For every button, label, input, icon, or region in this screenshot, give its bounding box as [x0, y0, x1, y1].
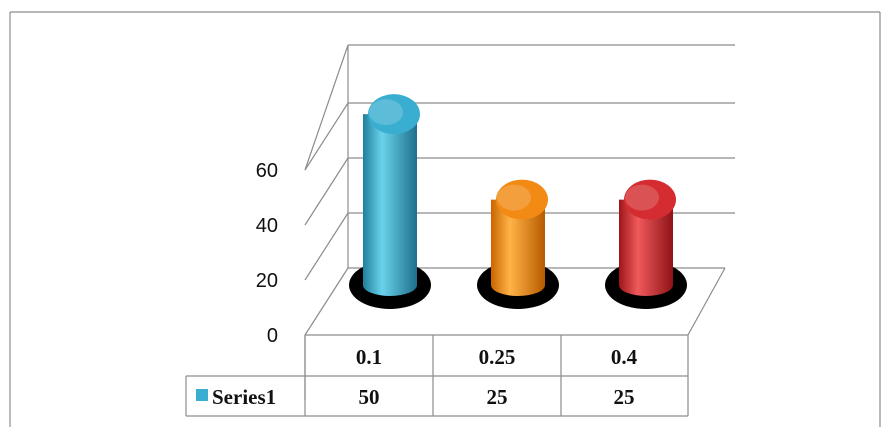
bar-top [624, 179, 676, 220]
table-value: 25 [614, 385, 635, 409]
bar-0.4 [605, 179, 687, 309]
y-axis-ticks: 0 20 40 60 [256, 160, 278, 347]
y-tick-label: 40 [256, 215, 278, 237]
table-header-0.4: 0.4 [611, 345, 638, 369]
y-tick-label: 20 [256, 270, 278, 292]
bar-body [363, 114, 417, 297]
side-wall-top [304, 44, 349, 171]
chart-border [9, 11, 881, 427]
bar-0.25 [477, 179, 559, 309]
bar-0.1 [349, 94, 431, 309]
bar-top-highlight [625, 184, 659, 211]
side-gridline [304, 212, 349, 281]
table-header-0.1: 0.1 [356, 345, 382, 369]
side-gridline [304, 157, 349, 226]
data-table-cells: 0.1 50 0.25 25 0.4 25 [356, 345, 638, 409]
data-table [185, 334, 689, 417]
y-tick-label: 0 [267, 325, 278, 347]
table-header-0.25: 0.25 [479, 345, 516, 369]
bar-top-highlight [369, 99, 403, 126]
bar-body [619, 199, 673, 296]
bar-top [496, 179, 548, 220]
bar-top-highlight [497, 184, 531, 211]
legend-key-series1 [196, 389, 208, 401]
table-value: 50 [359, 385, 380, 409]
y-tick-label: 60 [256, 160, 278, 182]
bar-body [491, 199, 545, 296]
side-gridline [304, 102, 349, 171]
bar-top [368, 94, 420, 135]
table-value: 25 [487, 385, 508, 409]
bars [349, 94, 687, 309]
legend-label-series1: Series1 [212, 385, 276, 409]
